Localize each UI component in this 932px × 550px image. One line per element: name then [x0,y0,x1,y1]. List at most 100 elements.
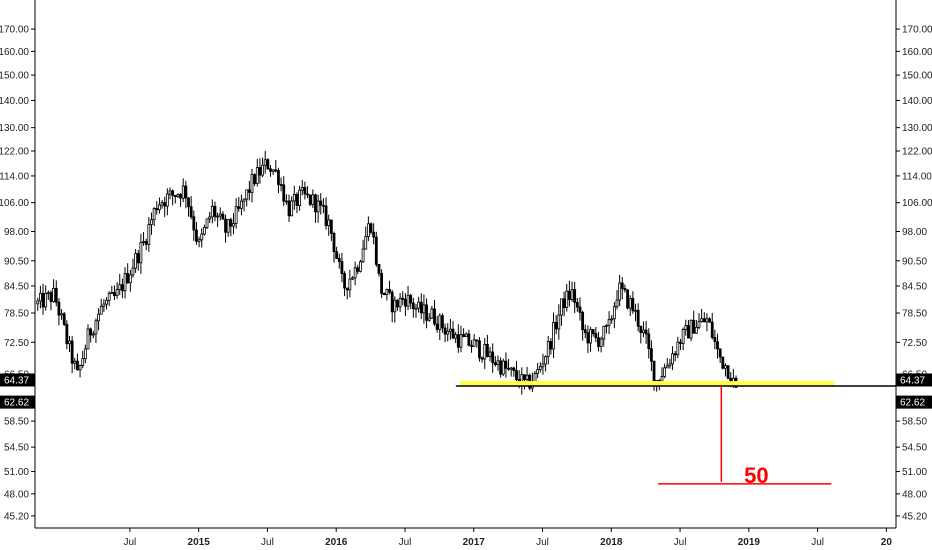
candle-body [504,360,508,369]
candle-body [351,277,354,280]
y-tick-label-right: 122.00 [902,146,932,157]
y-tick-label-left: 150.00 [0,71,29,82]
candle-body [599,338,603,347]
y-tick-label-left: 78.50 [4,309,29,320]
candle-body [649,348,653,362]
candle-body [718,348,722,358]
candle-body [560,298,563,316]
candle-body [602,325,606,340]
y-tick-label-right: 170.00 [902,25,932,36]
candle-body [594,333,598,339]
x-tick-label: 2019 [738,537,761,548]
candle-body [393,299,397,313]
target-label: 50 [744,463,768,488]
y-tick-label-right: 130.00 [902,123,932,134]
candle-body [628,298,632,309]
candle-body [438,315,442,330]
candle-body [229,219,233,227]
candle-body [322,204,325,207]
candle-body [126,273,130,284]
candle-body [361,248,365,263]
candle-body [411,302,415,310]
y-tick-label-right: 58.50 [902,417,927,428]
candle-body [525,374,529,380]
candle-body [605,324,608,327]
candle-body [493,362,497,366]
candle-body [197,239,201,242]
candle-body [147,224,151,245]
candle-body [213,205,217,217]
candle-body [607,319,611,326]
candle-body [208,216,212,220]
candle-body [327,219,331,227]
candle-body [70,340,74,364]
candle-body [332,233,336,253]
candle-body [668,363,672,367]
candle-body [573,289,577,303]
candle-body [623,288,627,291]
candle-body [472,339,476,347]
x-tick-label: Jul [399,537,412,548]
candle-body [263,159,267,166]
candle-body [89,328,93,336]
candle-body [210,205,214,218]
candle-body [676,341,680,356]
candle-body [578,306,582,313]
candle-body [684,325,688,330]
candle-body [462,334,465,338]
candle-body [642,329,645,333]
y-tick-label-left: 160.00 [0,47,29,58]
candle-body [480,357,484,360]
plot-frame [34,0,897,529]
candle-body [83,348,87,360]
candle-body [81,358,85,366]
candle-body [356,267,360,272]
candle-body [671,353,674,365]
candle-body [374,236,378,265]
candle-body [359,261,362,272]
candle-body [647,333,651,350]
candle-body [308,194,312,205]
candle-body [226,219,230,233]
candle-body [192,216,196,231]
candle-body [464,333,468,338]
candle-body [57,301,61,316]
candle-body [552,321,555,350]
candle-body [708,318,711,323]
candle-body [54,287,58,303]
y-tick-label-left: 48.00 [4,489,29,500]
candle-body [496,360,500,366]
candle-body [329,219,333,234]
candle-body [290,200,294,217]
candle-body [78,365,82,371]
candle-body [187,197,190,208]
candle-body [441,315,444,329]
candle-body [176,194,180,198]
candle-body [44,293,48,308]
candle-body [665,365,669,369]
candle-body [107,292,111,301]
candle-body [343,273,346,289]
price-candles [36,150,738,395]
candle-body [205,218,209,228]
candle-body [546,341,550,357]
candle-body [372,231,376,238]
candle-body [287,200,291,217]
candle-body [46,292,50,295]
candle-body [705,318,709,323]
candle-body [120,284,124,292]
candle-body [234,206,238,224]
candle-body [237,206,241,209]
candle-body [549,341,553,350]
candle-body [41,292,45,308]
price-tag-left [0,373,35,387]
candle-body [139,242,143,264]
candle-body [314,194,317,213]
candle-body [158,204,161,211]
y-tick-label-right: 54.50 [902,443,927,454]
candle-body [448,328,452,332]
candle-body [144,241,148,245]
candle-body [681,329,685,344]
candle-body [377,263,381,274]
